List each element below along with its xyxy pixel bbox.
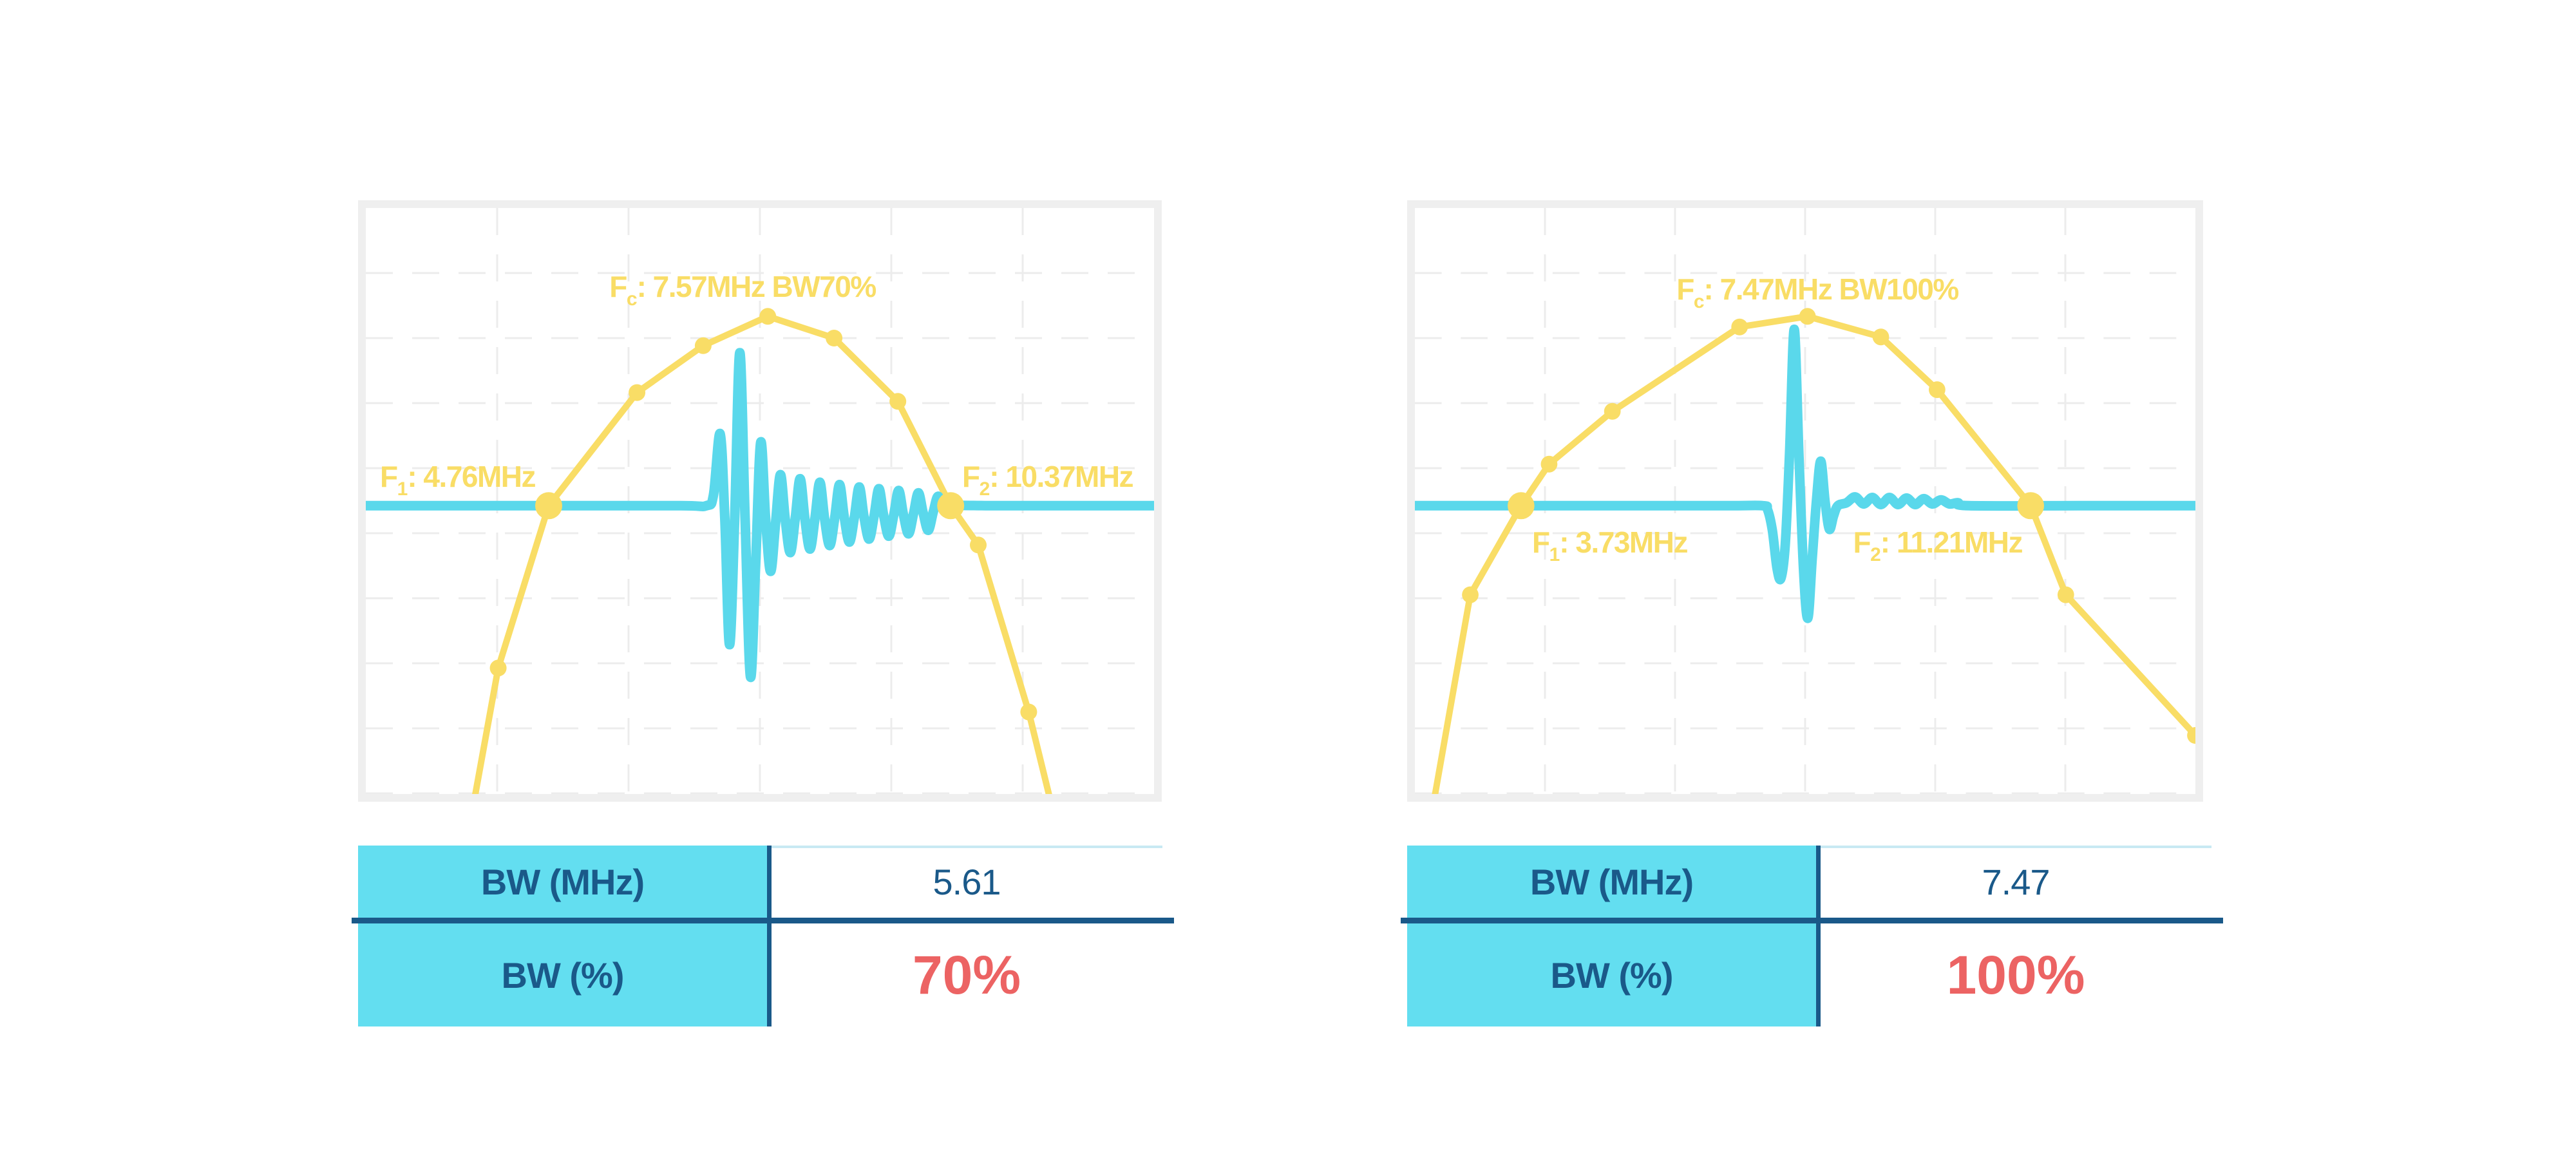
table-top-rule — [1820, 846, 2211, 848]
data-point-marker — [1799, 308, 1816, 325]
table-top-rule — [771, 846, 1162, 848]
fc-subscript: c — [626, 288, 638, 310]
data-point-marker — [1020, 703, 1037, 721]
row-value-bw-percent: 70% — [912, 944, 1021, 1005]
bw-table-bw70: BW (MHz) 5.61 BW (%) 70% — [352, 846, 1182, 1026]
bw-table-bw100: BW (MHz) 7.47 BW (%) 100% — [1401, 846, 2231, 1026]
fc-base: F — [1676, 272, 1694, 306]
data-point-marker — [1928, 381, 1946, 399]
table-row-divider — [352, 918, 1174, 923]
table-header-background — [1407, 846, 1816, 1026]
table-row-divider — [1401, 918, 2223, 923]
f1-value: : 3.73MHz — [1559, 525, 1688, 559]
data-point-marker — [1462, 586, 1479, 603]
data-point-marker — [1604, 402, 1621, 420]
row-value-bw-mhz: 5.61 — [933, 861, 1001, 902]
f1-subscript: 1 — [397, 478, 408, 500]
row-label-bw-mhz: BW (MHz) — [480, 861, 645, 902]
data-point-marker — [1872, 328, 1889, 346]
f2-annotation: F2: 10.37MHz — [962, 460, 1134, 499]
band-edge-marker — [535, 492, 562, 520]
data-point-marker — [489, 659, 507, 677]
fc-annotation: Fc: 7.47MHz BW100% — [1676, 272, 1960, 312]
band-edge-marker — [2017, 492, 2045, 520]
data-point-marker — [1731, 318, 1748, 336]
f2-base: F — [1853, 525, 1871, 559]
data-point-marker — [826, 330, 843, 346]
f2-annotation: F2: 11.21MHz — [1853, 525, 2023, 565]
data-point-marker — [694, 337, 712, 354]
pulse-waveform — [1415, 324, 2195, 623]
table-header-background — [358, 846, 767, 1026]
band-edge-marker — [937, 492, 965, 520]
table-column-divider — [1816, 846, 1821, 1026]
f2-base: F — [962, 460, 980, 493]
row-label-bw-percent: BW (%) — [501, 954, 625, 996]
spectrum-plot — [366, 208, 1154, 794]
panel-bw70: Fc: 7.57MHz BW70% F1: 4.76MHz F2: 10.37M… — [352, 200, 1182, 1026]
f1-base: F — [380, 460, 398, 493]
row-label-bw-mhz: BW (MHz) — [1530, 861, 1694, 902]
data-point-marker — [629, 384, 646, 401]
f1-base: F — [1532, 525, 1550, 559]
f1-subscript: 1 — [1549, 544, 1560, 565]
f2-subscript: 2 — [1870, 544, 1881, 565]
pulse-waveform — [366, 348, 1154, 683]
data-point-marker — [889, 393, 907, 410]
f2-value: : 10.37MHz — [989, 460, 1133, 493]
data-point-marker — [1540, 455, 1558, 473]
row-label-bw-percent: BW (%) — [1550, 954, 1674, 996]
data-point-marker — [970, 536, 987, 554]
table-column-divider — [767, 846, 772, 1026]
fc-subscript: c — [1693, 291, 1705, 312]
fc-value: : 7.57MHz BW70% — [636, 270, 877, 303]
spectrum-curve — [472, 313, 1052, 794]
f2-value: : 11.21MHz — [1880, 525, 2023, 559]
f1-value: : 4.76MHz — [407, 460, 536, 493]
spectrum-chart-bw100: Fc: 7.47MHz BW100% F1: 3.73MHz F2: 11.21… — [1407, 200, 2203, 802]
data-point-marker — [2057, 586, 2074, 603]
f1-annotation: F1: 3.73MHz — [1532, 525, 1688, 565]
fc-base: F — [609, 270, 627, 303]
band-edge-marker — [1508, 492, 1535, 520]
row-value-bw-mhz: 7.47 — [1982, 861, 2050, 902]
spectrum-curve — [1432, 313, 2195, 794]
panel-bw100: Fc: 7.47MHz BW100% F1: 3.73MHz F2: 11.21… — [1288, 0, 2576, 1154]
fc-value: : 7.47MHz BW100% — [1703, 272, 1960, 306]
fc-annotation: Fc: 7.57MHz BW70% — [609, 270, 877, 309]
row-value-bw-percent: 100% — [1946, 944, 2085, 1005]
data-point-marker — [759, 308, 777, 325]
spectrum-chart-bw70: Fc: 7.57MHz BW70% F1: 4.76MHz F2: 10.37M… — [358, 200, 1162, 802]
data-point-marker — [2187, 727, 2195, 744]
f1-annotation: F1: 4.76MHz — [380, 460, 536, 499]
f2-subscript: 2 — [979, 478, 990, 500]
spectrum-plot — [1415, 208, 2195, 794]
